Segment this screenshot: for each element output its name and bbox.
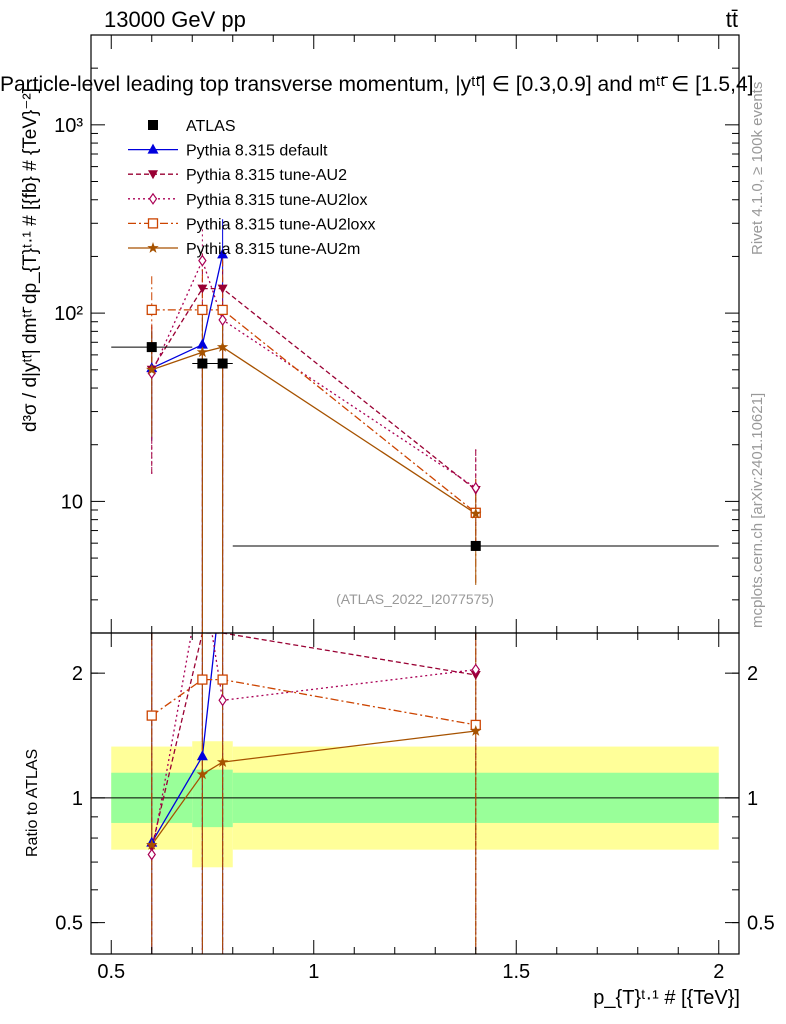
atlas-point-1: [197, 358, 208, 369]
marker-au2lox-2: [218, 313, 227, 326]
atlas-point-3: [470, 540, 481, 551]
legend-label-default: Pythia 8.315 default: [186, 143, 328, 160]
legend-label-au2m: Pythia 8.315 tune-AU2m: [186, 241, 360, 258]
ratio-line-au2: [151, 633, 476, 848]
marker-au2-1: [197, 284, 208, 294]
ratio-marker-au2loxx-1: [197, 674, 208, 685]
ratio-frame: [90, 632, 740, 955]
marker-default-1: [196, 338, 208, 349]
ratio-marker-au2loxx-2: [217, 674, 228, 685]
ratio-marker-au2-0: [146, 843, 157, 853]
marker-au2m-2: [216, 341, 229, 352]
marker-au2-2: [217, 284, 228, 294]
series-line-au2lox: [151, 258, 477, 489]
ratio-marker-au2lox-0: [147, 848, 156, 861]
marker-default-2: [217, 248, 229, 259]
legend-label-au2lox: Pythia 8.315 tune-AU2lox: [186, 192, 367, 209]
legend-marker-atlas: [148, 120, 158, 130]
ratio-tick-label-0: 0.5: [55, 913, 83, 935]
marker-au2loxx-0: [146, 304, 157, 316]
axis-ticks: 10 10² 10³ 0.5 0.5 1 1 2 2 0.5 1 1.5 2: [54, 34, 775, 983]
legend-marker-au2loxx: [147, 218, 159, 229]
legend-entry-au2loxx: Pythia 8.315 tune-AU2loxx: [128, 216, 375, 233]
atlas-point-2: [217, 358, 228, 369]
axes-frame: [90, 34, 740, 955]
legend-marker-au2: [148, 170, 158, 180]
ratio-marker-au2m-3: [470, 725, 482, 736]
series-line-default: [151, 254, 224, 369]
legend: ATLAS Pythia 8.315 default Pythia 8.315 tu…: [128, 118, 375, 258]
main-errorbars: [151, 219, 477, 633]
ratio-tick-label-2: 2: [72, 663, 83, 685]
ratio-tick-label-right-2: 2: [747, 663, 758, 685]
ratio-tick-label-1: 1: [72, 788, 83, 810]
ratio-marker-au2lox-2: [218, 694, 227, 707]
legend-entry-default: Pythia 8.315 default: [128, 143, 328, 160]
ratio-marker-au2loxx-0: [146, 710, 157, 721]
marker-au2m-0: [146, 363, 158, 375]
side-label-mcplots: mcplots.cern.ch [arXiv:2401.10621]: [749, 393, 766, 628]
energy-label: 13000 GeV pp: [104, 7, 246, 32]
main-tick-label-1: 10²: [54, 303, 83, 325]
ratio-line-au2loxx: [151, 678, 476, 726]
series-line-au2: [151, 287, 477, 491]
legend-marker-au2lox: [148, 192, 158, 205]
x-tick-label-3: 2: [713, 961, 724, 983]
main-lines: [151, 254, 477, 515]
marker-au2loxx-1: [197, 304, 208, 316]
x-axis-label: p_{T}ᵗ·¹ # [{TeV}]: [593, 987, 740, 1009]
process-label: tt̄: [726, 7, 738, 32]
ratio-marker-au2m-2: [216, 756, 229, 767]
legend-entry-au2lox: Pythia 8.315 tune-AU2lox: [128, 192, 367, 209]
ratio-marker-au2m-0: [146, 838, 158, 850]
x-tick-label-0: 0.5: [97, 961, 125, 983]
marker-au2loxx-2: [217, 304, 228, 316]
main-markers: [111, 248, 719, 551]
ratio-line-au2m: [151, 730, 476, 846]
x-tick-label-1: 1: [308, 961, 319, 983]
ratio-line-au2lox: [151, 633, 476, 855]
x-tick-label-2: 1.5: [502, 961, 530, 983]
legend-label-au2loxx: Pythia 8.315 tune-AU2loxx: [186, 216, 375, 233]
analysis-id: (ATLAS_2022_I2077575): [336, 591, 494, 607]
main-tick-label-2: 10³: [54, 115, 83, 137]
marker-au2lox-1: [198, 254, 207, 267]
legend-entry-atlas: ATLAS: [148, 118, 236, 135]
marker-au2m-1: [196, 346, 209, 358]
main-tick-label-0: 10: [61, 491, 83, 513]
ratio-markers: [146, 663, 482, 861]
ratio-lines: [151, 633, 477, 954]
marker-au2lox-3: [471, 481, 480, 494]
legend-label-au2: Pythia 8.315 tune-AU2: [186, 167, 347, 184]
side-label-rivet: Rivet 4.1.0, ≥ 100k events: [749, 82, 766, 255]
ratio-bands: [91, 741, 739, 868]
legend-entry-au2m: Pythia 8.315 tune-AU2m: [128, 241, 360, 258]
marker-au2m-3: [470, 507, 482, 519]
ratio-tick-label-right-1: 1: [747, 788, 758, 810]
legend-entry-au2: Pythia 8.315 tune-AU2: [128, 167, 347, 184]
ratio-y-axis-label: Ratio to ATLAS: [24, 749, 41, 857]
ratio-marker-au2lox-3: [471, 663, 480, 676]
ratio-tick-label-right-0: 0.5: [747, 913, 775, 935]
ratio-marker-default-1: [196, 750, 208, 761]
ratio-marker-au2m-1: [196, 768, 209, 780]
main-y-axis-label: d³σ / d|yᵗᵗ̄| dmᵗᵗ̄ dp_{T}ᵗ·¹ # [{fb} # …: [20, 88, 41, 432]
legend-marker-au2m: [147, 242, 159, 253]
series-line-au2loxx: [151, 309, 477, 514]
atlas-point-0: [146, 342, 157, 353]
series-line-au2m: [151, 346, 477, 515]
legend-label-atlas: ATLAS: [186, 118, 236, 135]
legend-marker-default: [147, 143, 159, 154]
plot-title: Particle-level leading top transverse mo…: [0, 73, 753, 96]
